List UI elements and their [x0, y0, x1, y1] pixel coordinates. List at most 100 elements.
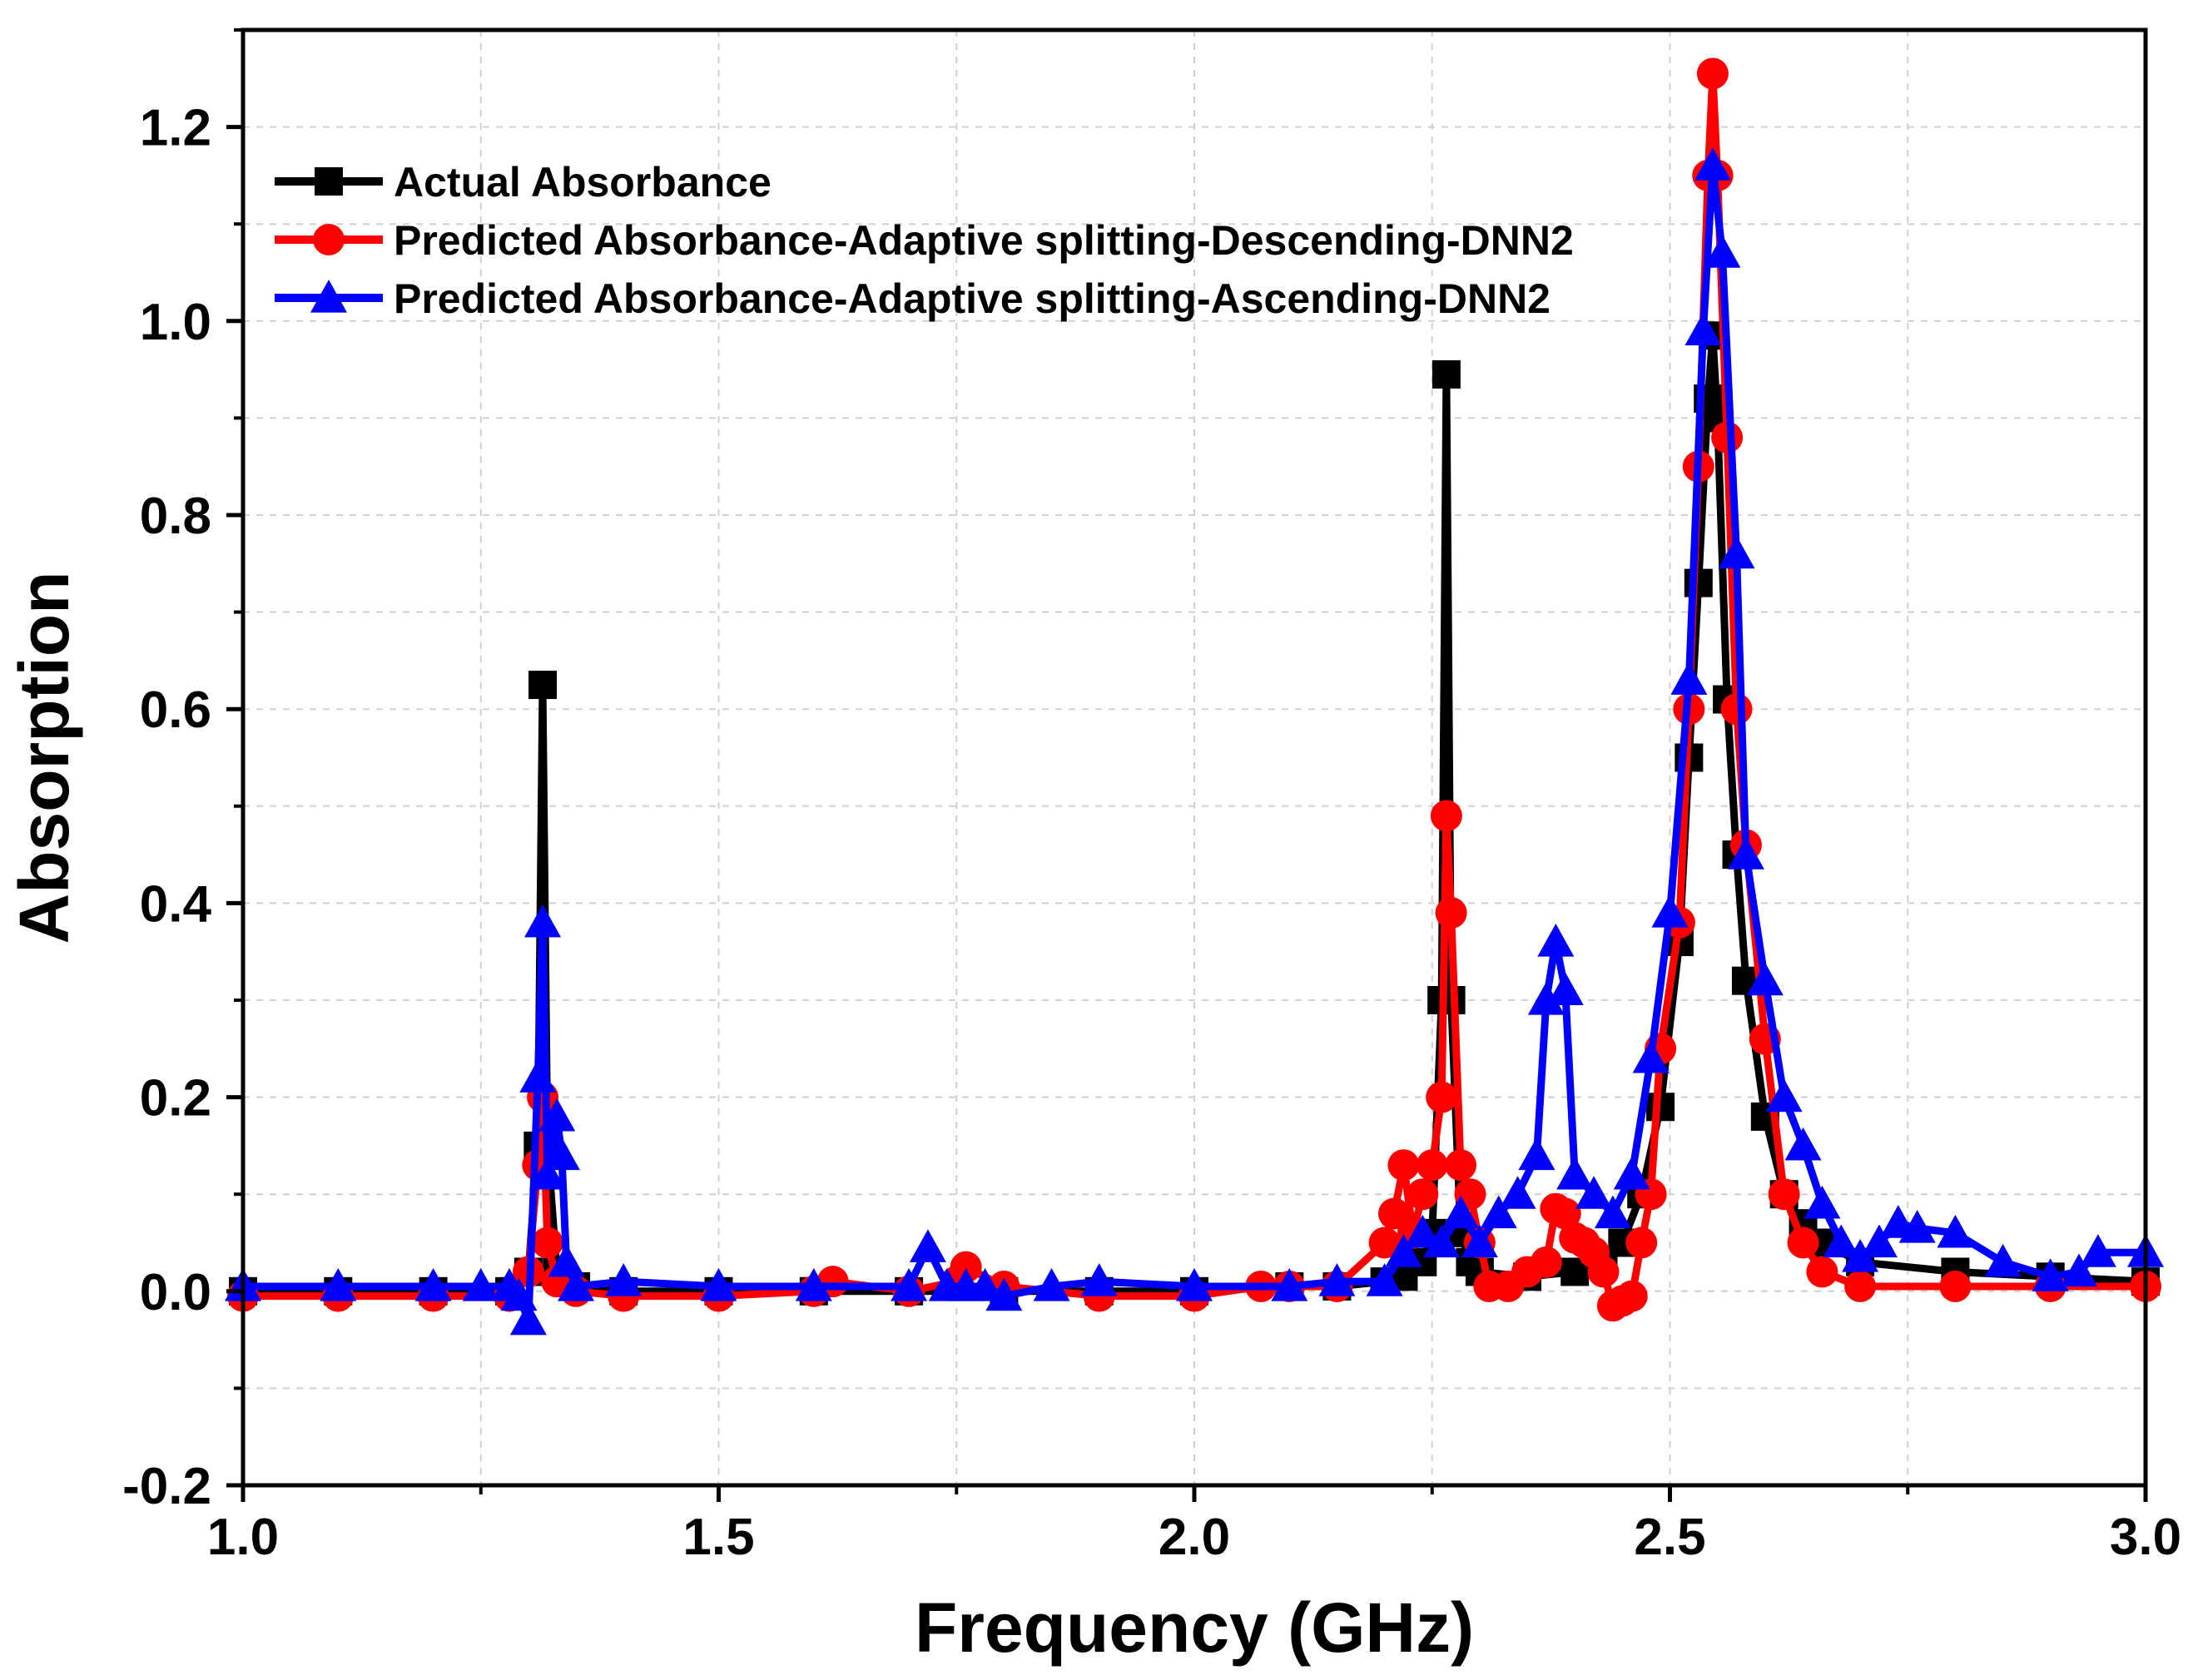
data-point: [1385, 1234, 1422, 1267]
data-point: [531, 1227, 563, 1259]
data-point: [950, 1251, 982, 1283]
data-point: [1423, 1224, 1461, 1258]
data-point: [548, 1243, 585, 1277]
y-tick-label: 1.2: [140, 100, 211, 157]
data-point: [1387, 1149, 1420, 1182]
y-tick-label: 0.8: [140, 488, 211, 545]
data-point: [1694, 147, 1731, 181]
data-point: [1416, 1149, 1448, 1182]
data-point: [795, 1267, 832, 1301]
y-tick-label: 0.2: [140, 1070, 211, 1127]
data-point: [1670, 662, 1708, 695]
x-tick-label: 3.0: [2110, 1509, 2181, 1566]
data-point: [414, 1267, 452, 1301]
data-point: [1939, 1270, 1972, 1302]
data-point: [528, 1156, 566, 1190]
data-point: [1651, 895, 1689, 928]
data-point: [1426, 1081, 1458, 1113]
data-point: [462, 1267, 499, 1301]
data-point: [1842, 1238, 1879, 1272]
data-point: [1546, 972, 1584, 1005]
data-point: [1844, 1270, 1877, 1302]
axes: 1.0 1.5 2.0 2.5 3.0 -0.2 0.0 0.2 0.4 0.6 0.8 1.0 1.2: [122, 28, 2181, 1566]
data-point: [1823, 1224, 1860, 1258]
data-point: [1430, 800, 1462, 832]
data-point: [543, 1137, 580, 1171]
data-point: [909, 1229, 946, 1262]
series-3: [225, 147, 2164, 1336]
data-point: [1537, 924, 1575, 957]
data-point: [1461, 1224, 1498, 1258]
data-point: [1727, 836, 1764, 870]
data-point: [891, 1267, 928, 1301]
data-point: [509, 1301, 547, 1336]
data-point: [1625, 1227, 1658, 1259]
data-point: [2060, 1253, 2097, 1287]
data-point: [1804, 1185, 1841, 1219]
data-point: [1575, 1176, 1613, 1209]
x-tick-label: 1.5: [682, 1509, 754, 1566]
y-tick-label: 1.0: [140, 294, 211, 351]
y-axis-title: Absorption: [5, 572, 83, 944]
data-point: [985, 1277, 1023, 1311]
legend-label: Actual Absorbance: [394, 159, 772, 206]
data-point: [1033, 1267, 1070, 1301]
data-point: [1898, 1210, 1936, 1243]
data-point: [1587, 1256, 1620, 1288]
data-point: [2079, 1234, 2116, 1267]
data-point: [1784, 1127, 1822, 1161]
data-point: [1318, 1263, 1356, 1296]
data-point: [1613, 1156, 1650, 1190]
data-point: [524, 904, 562, 938]
data-point: [1765, 1078, 1803, 1113]
data-point: [558, 1267, 595, 1301]
data-point: [1080, 1263, 1118, 1296]
data-point: [1984, 1243, 2022, 1277]
data-point: [1937, 1214, 1974, 1248]
data-point: [500, 1277, 538, 1311]
data-point: [1720, 693, 1753, 726]
data-point: [1615, 1280, 1648, 1312]
data-point: [1527, 982, 1565, 1015]
data-point: [966, 1267, 1004, 1301]
data-point: [1768, 1178, 1800, 1211]
data-point: [1271, 1267, 1308, 1301]
data-point: [1431, 359, 1461, 389]
data-point: [1404, 1214, 1441, 1248]
data-point: [1787, 1227, 1819, 1259]
legend-marker: [313, 224, 345, 255]
data-point: [2032, 1258, 2069, 1291]
legend-marker: [315, 167, 343, 196]
y-tick-label: 0.0: [140, 1264, 211, 1321]
data-point: [1366, 1263, 1403, 1296]
legend-label: Predicted Absorbance-Adaptive splitting-…: [394, 275, 1551, 322]
x-axis-title: Frequency (GHz): [915, 1588, 1474, 1667]
data-point: [1518, 1137, 1555, 1171]
data-point: [1442, 1195, 1480, 1229]
y-tick-label: 0.4: [140, 875, 212, 933]
data-point: [320, 1267, 357, 1301]
data-point: [1530, 1246, 1562, 1278]
data-point: [1549, 1197, 1581, 1230]
data-point: [1684, 312, 1722, 346]
legend-label: Predicted Absorbance-Adaptive splitting-…: [394, 217, 1574, 264]
data-point: [1368, 1227, 1401, 1259]
data-point: [1718, 535, 1755, 569]
data-point: [1480, 1195, 1517, 1229]
data-point: [1435, 897, 1467, 929]
legend-marker: [310, 280, 347, 313]
data-point: [1860, 1224, 1898, 1258]
y-tick-label: 0.6: [140, 681, 211, 739]
y-tick-label: -0.2: [122, 1458, 211, 1515]
data-point: [1445, 1149, 1477, 1182]
x-tick-label: 2.0: [1159, 1509, 1230, 1566]
data-point: [1499, 1176, 1536, 1209]
data-point: [1806, 1256, 1838, 1288]
data-point: [1594, 1195, 1631, 1229]
data-point: [528, 671, 558, 700]
data-point: [1696, 57, 1729, 90]
data-point: [538, 1098, 576, 1132]
data-point: [519, 1059, 557, 1093]
data-point: [1407, 1178, 1439, 1211]
